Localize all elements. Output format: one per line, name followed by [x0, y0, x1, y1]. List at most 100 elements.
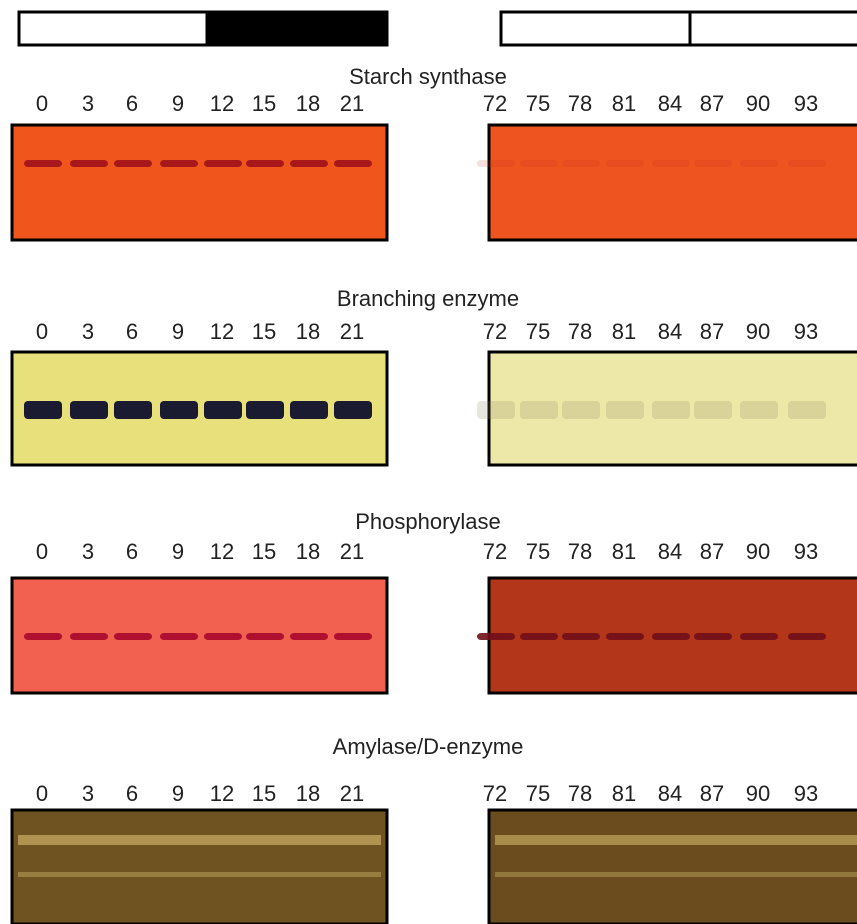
gel-band: [788, 633, 826, 640]
lane-label: 81: [612, 91, 636, 116]
gel-band: [70, 633, 108, 640]
gel-band: [204, 633, 242, 640]
lane-label: 18: [296, 319, 320, 344]
panel-title: Branching enzyme: [337, 286, 519, 311]
lane-label: 6: [126, 91, 138, 116]
lane-label: 15: [252, 781, 276, 806]
gel-band: [334, 160, 372, 167]
gel-band: [606, 401, 644, 419]
lane-label: 9: [172, 319, 184, 344]
lane-label: 0: [36, 539, 48, 564]
lane-label: 0: [36, 319, 48, 344]
lane-label: 21: [340, 319, 364, 344]
gel-band: [788, 160, 826, 167]
gel-band: [788, 401, 826, 419]
gel-band: [652, 401, 690, 419]
gel: [489, 810, 857, 924]
lane-label: 87: [700, 319, 724, 344]
lane-label: 3: [82, 91, 94, 116]
gel-band: [562, 401, 600, 419]
lane-label: 0: [36, 91, 48, 116]
lane-label: 75: [526, 91, 550, 116]
lane-label: 90: [746, 319, 770, 344]
lane-label: 15: [252, 319, 276, 344]
gel-band: [160, 633, 198, 640]
gel: [12, 125, 387, 240]
panel-title: Amylase/D-enzyme: [333, 734, 524, 759]
gel-band: [70, 401, 108, 419]
lane-label: 90: [746, 781, 770, 806]
lane-label: 93: [794, 539, 818, 564]
gel-band: [290, 633, 328, 640]
lane-label: 78: [568, 91, 592, 116]
lane-label: 72: [483, 319, 507, 344]
lane-label: 84: [658, 539, 682, 564]
lane-label: 3: [82, 539, 94, 564]
lane-label: 6: [126, 539, 138, 564]
lane-label: 75: [526, 781, 550, 806]
gel-image: [477, 352, 857, 465]
gel-band: [334, 633, 372, 640]
gel-band: [562, 160, 600, 167]
gel-band: [652, 160, 690, 167]
gel-band: [520, 633, 558, 640]
gel-band: [114, 160, 152, 167]
gel-band: [290, 160, 328, 167]
lane-label: 12: [210, 781, 234, 806]
gel-band: [24, 633, 62, 640]
gel-band: [477, 633, 515, 640]
gel-band: [160, 401, 198, 419]
light-period: [690, 12, 857, 45]
lane-label: 72: [483, 781, 507, 806]
lane-label: 72: [483, 91, 507, 116]
lane-label: 87: [700, 781, 724, 806]
gel-band: [606, 633, 644, 640]
gel-band: [694, 633, 732, 640]
lane-label: 84: [658, 91, 682, 116]
gel-band: [334, 401, 372, 419]
lane-label: 12: [210, 539, 234, 564]
lane-label: 18: [296, 91, 320, 116]
gel: [12, 810, 387, 924]
lane-label: 18: [296, 539, 320, 564]
panel-title: Phosphorylase: [355, 509, 501, 534]
dark-period: [207, 12, 387, 45]
gel-band: [204, 401, 242, 419]
gel-image: [12, 125, 387, 240]
lane-label: 21: [340, 91, 364, 116]
gel-band: [606, 160, 644, 167]
gel-band: [70, 160, 108, 167]
gel-band: [246, 633, 284, 640]
gel-band: [160, 160, 198, 167]
gel-band: [694, 160, 732, 167]
lane-label: 6: [126, 319, 138, 344]
lane-label: 90: [746, 91, 770, 116]
lane-label: 9: [172, 91, 184, 116]
lane-label: 78: [568, 319, 592, 344]
gel-band: [477, 401, 515, 419]
lane-label: 3: [82, 319, 94, 344]
gel: [12, 578, 387, 693]
gel-band: [246, 401, 284, 419]
gel-band: [495, 872, 857, 877]
figure: Starch synthase0369121518217275788184879…: [0, 0, 857, 924]
gel-image: [477, 578, 857, 693]
lane-label: 84: [658, 319, 682, 344]
gel-band: [290, 401, 328, 419]
gel-image: [12, 810, 387, 924]
gel: [12, 352, 387, 465]
lane-label: 93: [794, 319, 818, 344]
gel-band: [652, 633, 690, 640]
gel-band: [694, 401, 732, 419]
gel-band: [18, 835, 381, 845]
gel-band: [520, 160, 558, 167]
lane-label: 84: [658, 781, 682, 806]
lane-label: 93: [794, 781, 818, 806]
gel-band: [495, 835, 857, 845]
lane-label: 12: [210, 91, 234, 116]
gel-band: [18, 872, 381, 877]
lane-label: 3: [82, 781, 94, 806]
lane-label: 21: [340, 539, 364, 564]
gel-band: [740, 633, 778, 640]
gel-band: [24, 160, 62, 167]
